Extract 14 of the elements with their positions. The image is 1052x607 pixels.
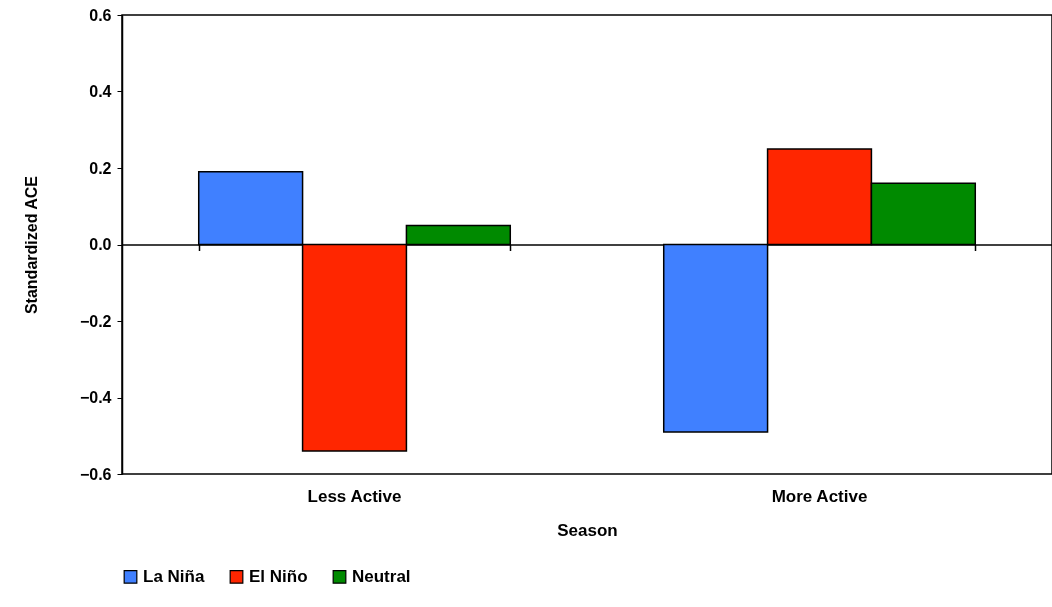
y-tick-label: −0.6 bbox=[79, 465, 112, 483]
y-axis-title: Standardized ACE bbox=[22, 175, 40, 315]
y-tick-label: 0.2 bbox=[89, 159, 112, 177]
legend-label: La Niña bbox=[143, 566, 205, 586]
y-tick-label: 0.0 bbox=[89, 236, 112, 253]
y-tick-label: −0.2 bbox=[79, 312, 112, 330]
x-axis-title: Season bbox=[557, 520, 618, 540]
y-tick-label: −0.4 bbox=[79, 389, 112, 406]
x-tick-label: More Active bbox=[771, 486, 868, 506]
y-tick-label: 0.6 bbox=[89, 6, 112, 24]
y-tick-label: 0.4 bbox=[89, 83, 112, 100]
x-tick-label: Less Active bbox=[307, 486, 402, 506]
legend-label: Neutral bbox=[352, 566, 411, 586]
legend-label: El Niño bbox=[249, 566, 308, 586]
